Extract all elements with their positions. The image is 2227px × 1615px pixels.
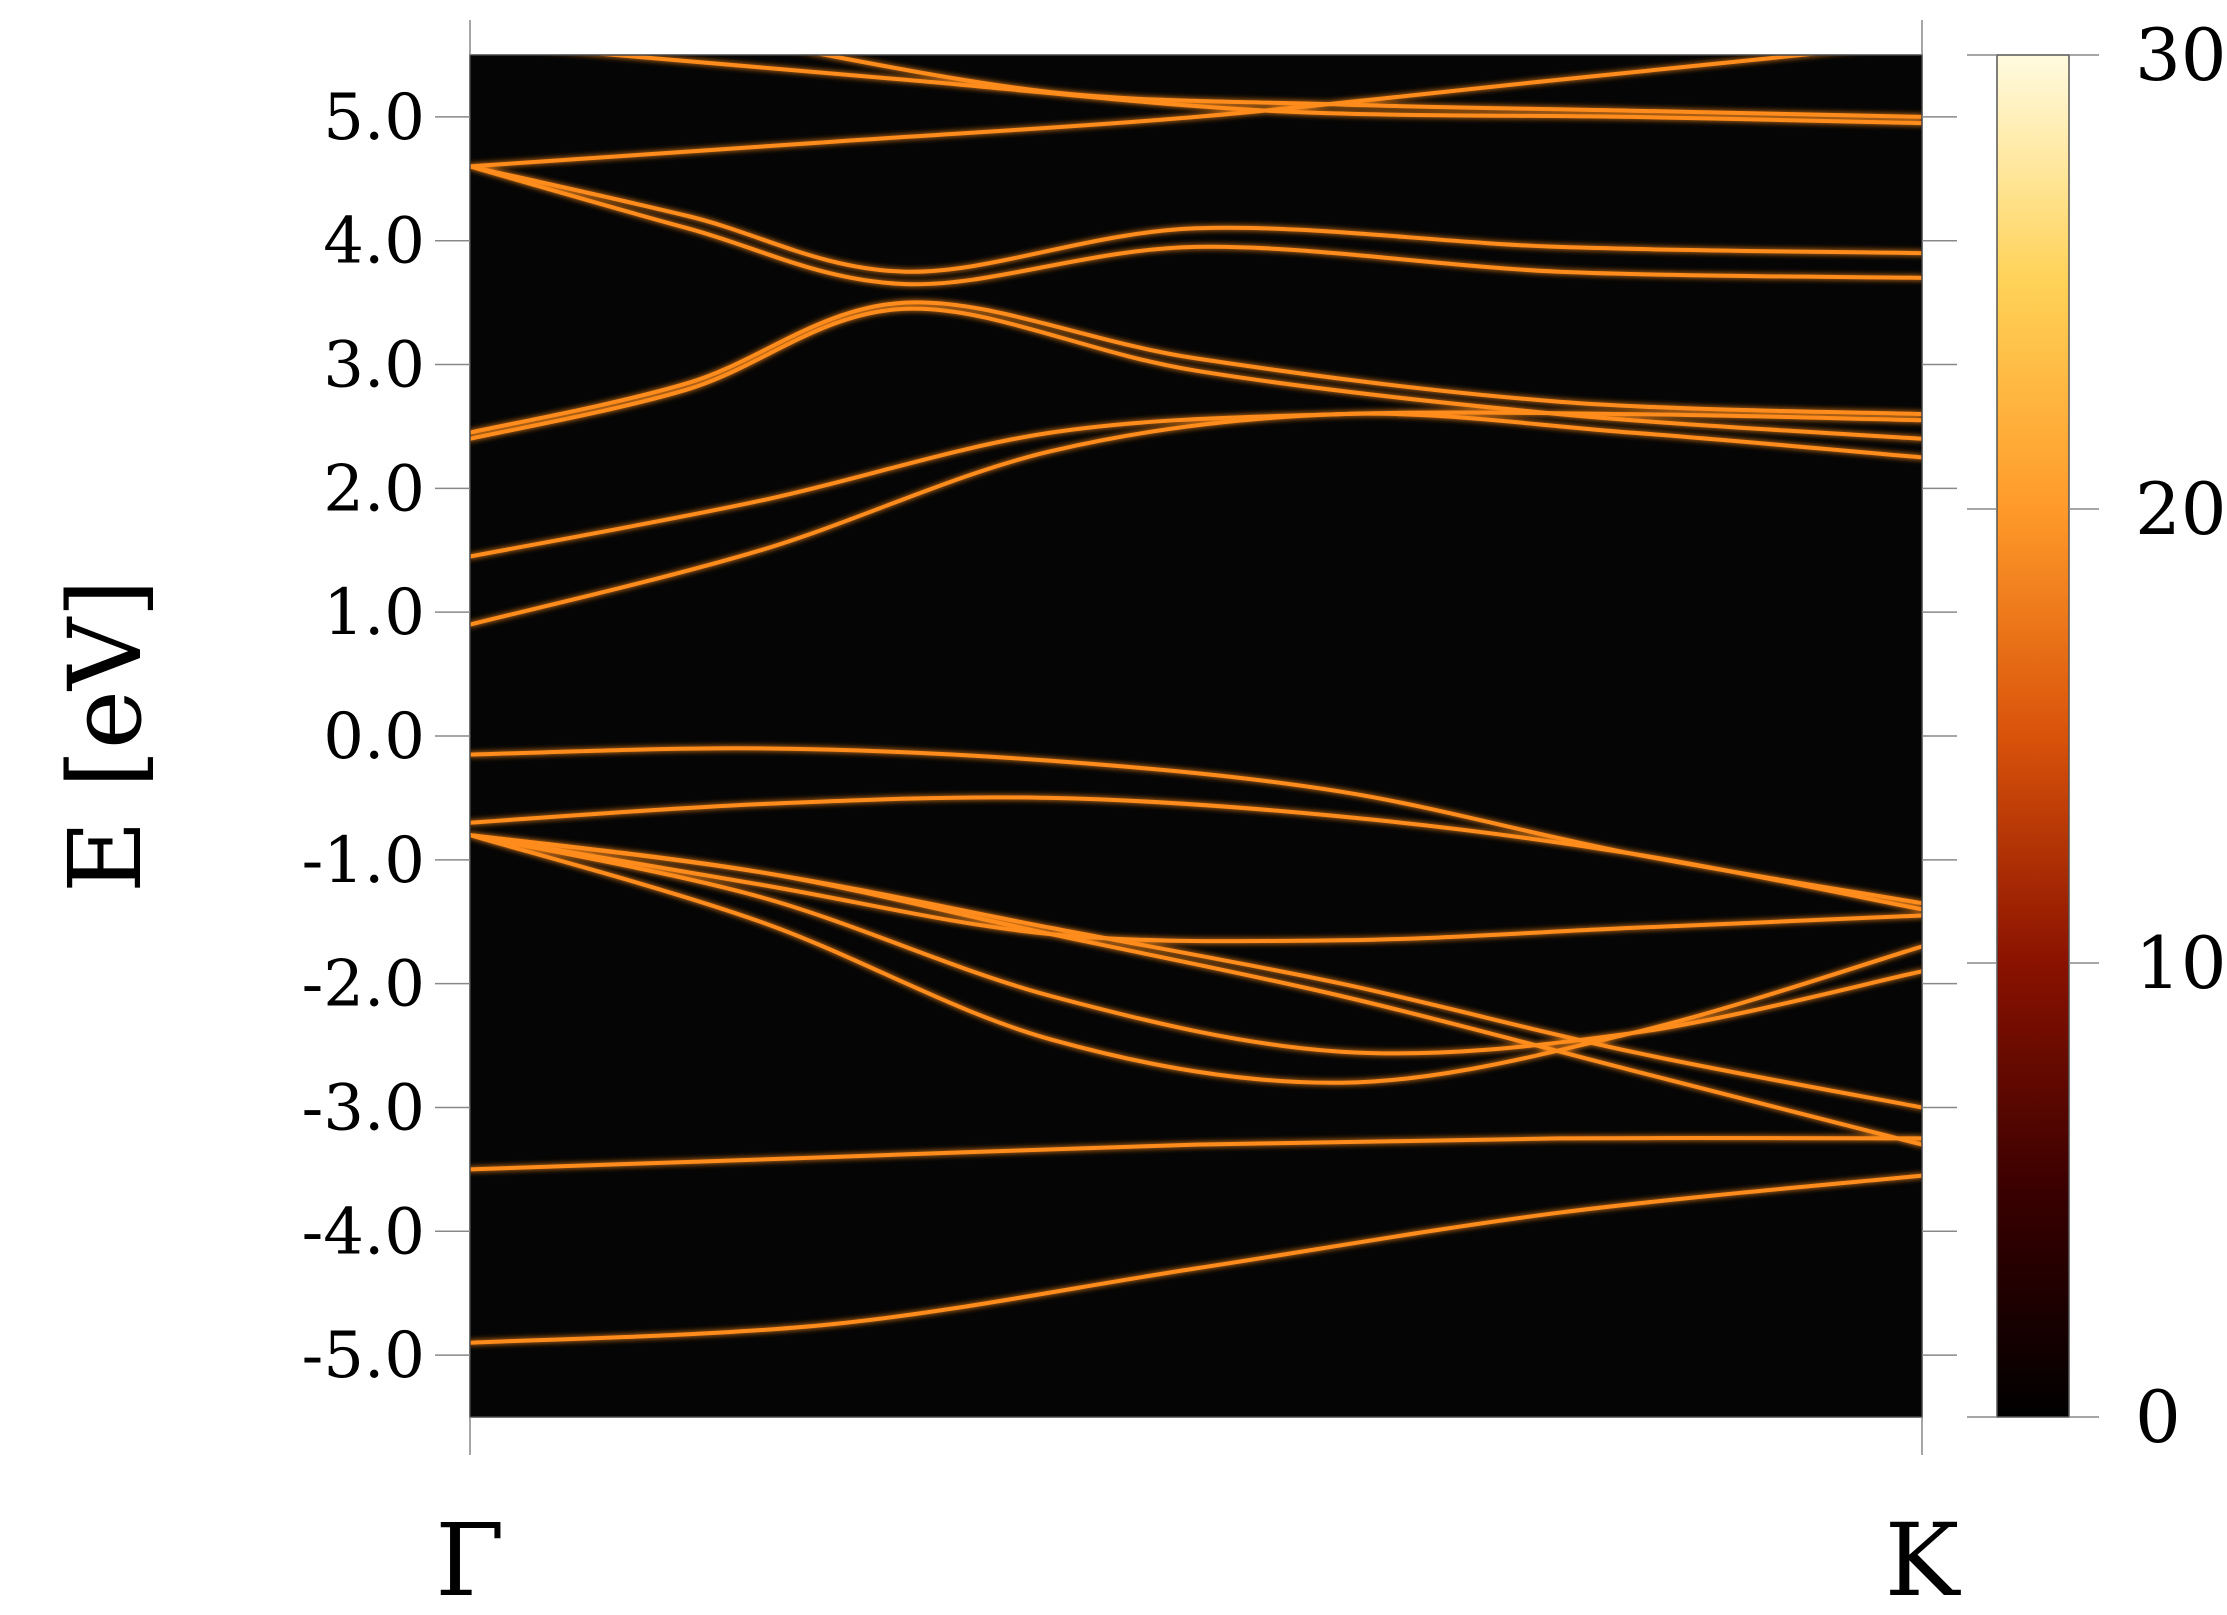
x-tick-k: K [1885, 1502, 1962, 1615]
band-11 [470, 410, 1922, 559]
band-2 [470, 1135, 1922, 1172]
y-axis-label: E [eV] [47, 579, 164, 893]
y-ticks: 5.0 4.0 3.0 2.0 1.0 0.0 -1.0 -2.0 -3.0 -4.0 -5.0 [302, 81, 1957, 1393]
band-17 [591, 55, 1922, 126]
colorbar-tick-label: 30 [2135, 13, 2227, 97]
band-16 [470, 55, 1821, 169]
band-7 [470, 833, 1922, 944]
band-4 [470, 833, 1922, 1110]
y-tick-label: 1.0 [323, 576, 425, 650]
colorbar-tick-label: 20 [2135, 467, 2227, 551]
band-5 [470, 833, 1922, 1056]
x-tick-gamma: Γ [435, 1502, 504, 1615]
y-tick-label: -4.0 [302, 1195, 425, 1269]
band-14 [470, 164, 1922, 287]
y-tick-label: -3.0 [302, 1071, 425, 1145]
band-6 [470, 833, 1922, 1085]
y-tick-label: 2.0 [323, 452, 425, 526]
y-tick-label: 3.0 [323, 329, 425, 403]
y-tick-label: -5.0 [302, 1319, 425, 1393]
bands-layer [470, 55, 1922, 1345]
y-tick-label: 0.0 [323, 700, 425, 774]
band-9 [470, 746, 1922, 906]
y-tick-label: 4.0 [323, 205, 425, 279]
colorbar-tick-label: 0 [2135, 1375, 2181, 1459]
band-13 [470, 300, 1922, 435]
colorbar [1996, 54, 2070, 1418]
band-1 [470, 1173, 1922, 1345]
y-tick-label: -2.0 [302, 948, 425, 1022]
colorbar-tick-label: 10 [2135, 921, 2227, 1005]
plot-background [470, 55, 1922, 1417]
colorbar-ticks: 0 10 20 30 [1967, 13, 2227, 1459]
band-18 [815, 55, 1922, 119]
band-10 [470, 411, 1922, 627]
y-tick-label: 5.0 [323, 81, 425, 155]
y-tick-label: -1.0 [302, 824, 425, 898]
band-12 [470, 306, 1922, 441]
band-15 [470, 164, 1922, 274]
